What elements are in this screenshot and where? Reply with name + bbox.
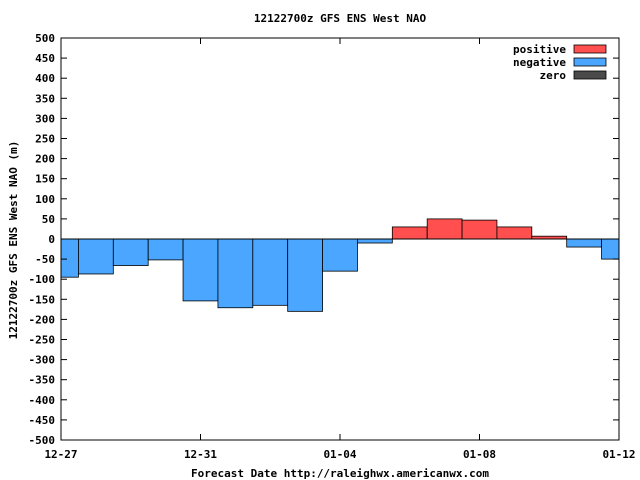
positive-bar [391,226,428,240]
positive-bar [496,226,533,240]
y-tick-label: 150 [35,173,55,186]
positive-bar [426,218,463,240]
y-tick-label: -250 [29,334,56,347]
legend-label-positive: positive [513,43,566,56]
positive-bar [461,219,498,240]
y-tick-label: 300 [35,112,55,125]
y-tick-label: -100 [29,273,56,286]
chart-title: 12122700z GFS ENS West NAO [254,12,427,25]
negative-bar [112,238,149,266]
y-tick-label: -200 [29,313,56,326]
negative-bar [601,238,620,260]
negative-bar [287,238,323,312]
y-ticks: -500-450-400-350-300-250-200-150-100-500… [29,32,619,447]
legend-label-zero: zero [540,69,567,82]
y-axis-label: 12122700z GFS ENS West NAO (m) [7,141,20,340]
y-tick-label: 50 [42,213,55,226]
negative-bar [566,238,602,248]
negative-bar [182,238,219,302]
x-tick-label: 12-27 [44,448,77,461]
y-tick-label: -50 [35,253,55,266]
y-tick-label: 100 [35,193,55,206]
y-tick-label: -500 [29,434,56,447]
y-tick-label: 350 [35,92,55,105]
negative-bar [217,238,254,309]
legend-label-negative: negative [513,56,566,69]
y-tick-label: 400 [35,72,55,85]
y-tick-label: -150 [29,293,56,306]
negative-bar [78,238,114,275]
negative-bar [60,238,79,278]
y-tick-label: 250 [35,133,55,146]
legend-swatch-negative [573,57,607,67]
bars-layer [60,218,620,312]
x-tick-label: 01-04 [323,448,356,461]
legend-swatch-positive [573,44,607,54]
negative-bar [147,238,184,261]
x-tick-label: 01-12 [602,448,635,461]
y-tick-label: 500 [35,32,55,45]
x-tick-label: 12-31 [184,448,217,461]
x-tick-label: 01-08 [463,448,496,461]
negative-bar [357,238,393,244]
y-tick-label: -300 [29,354,56,367]
y-tick-label: -400 [29,394,56,407]
y-tick-label: -450 [29,414,56,427]
negative-bar [322,238,358,272]
x-axis-label: Forecast Date http://raleighwx.americanw… [191,467,489,480]
legend-swatch-zero [573,70,607,80]
x-ticks: 12-27 12-31 01-04 01-08 01-12 [44,38,636,461]
y-tick-label: -350 [29,374,56,387]
y-tick-label: 450 [35,52,55,65]
y-tick-label: 0 [48,233,55,246]
negative-bar [252,238,289,306]
y-tick-label: 200 [35,153,55,166]
